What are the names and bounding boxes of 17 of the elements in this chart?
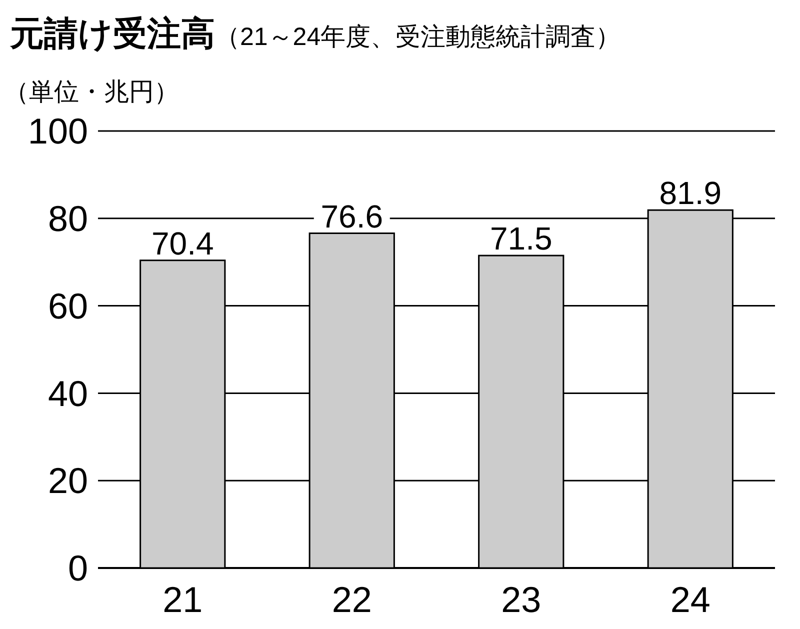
x-tick-label: 23 bbox=[501, 579, 542, 620]
data-label: 76.6 bbox=[320, 198, 384, 234]
data-label: 70.4 bbox=[151, 225, 214, 262]
y-tick-label: 40 bbox=[48, 372, 88, 414]
chart-subtitle: （21～24年度、受注動態統計調査） bbox=[215, 23, 621, 51]
y-tick-label: 60 bbox=[48, 285, 88, 326]
y-tick-label: 20 bbox=[48, 460, 88, 502]
data-label: 81.9 bbox=[659, 175, 722, 212]
x-tick-label: 22 bbox=[332, 579, 372, 620]
x-tick-label: 21 bbox=[162, 579, 203, 620]
data-label: 71.5 bbox=[490, 220, 552, 257]
y-tick-label: 100 bbox=[28, 110, 88, 152]
y-axis-title: （単位・兆円） bbox=[4, 78, 179, 106]
chart-title: 元請け受注高 bbox=[9, 15, 215, 53]
y-tick-label: 80 bbox=[48, 198, 88, 239]
y-tick-label: 0 bbox=[68, 548, 88, 589]
x-tick-label: 24 bbox=[670, 579, 710, 620]
